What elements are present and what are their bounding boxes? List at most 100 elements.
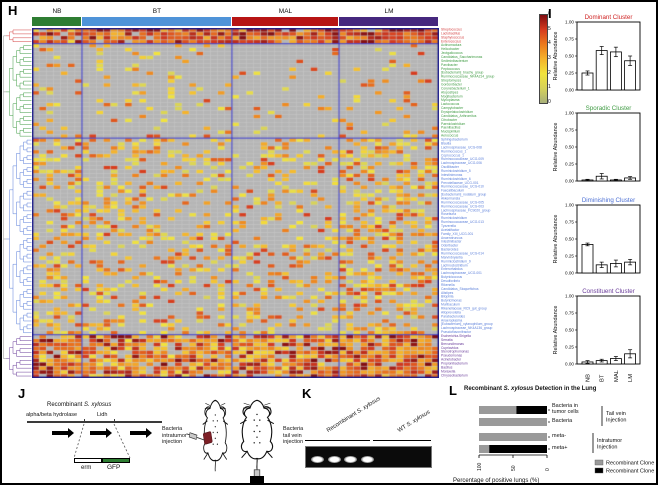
mouse-tailvein-illustration bbox=[236, 396, 278, 483]
x-tick-label: BT bbox=[600, 374, 606, 382]
colorbar-tick-label: 2 bbox=[548, 69, 551, 76]
chart-title: Sporadic Cluster bbox=[586, 105, 632, 112]
taxon-label: Muribaculum bbox=[441, 303, 460, 307]
taxon-label: Ruminococcaceae_UCG-003 bbox=[441, 204, 484, 209]
taxon-label: [Eubacterium]_nodatum_group bbox=[441, 193, 487, 197]
chart-title: Dominant Cluster bbox=[585, 14, 633, 21]
taxon-label: Intestinibacter bbox=[441, 240, 462, 244]
taxon-label: Lachnospiraceae_NK4A136_group bbox=[441, 326, 493, 331]
taxon-label: Lachnospiraceae_UCG-001 bbox=[441, 271, 482, 276]
genome-tick bbox=[84, 419, 85, 423]
y-tick-label: 0.50 bbox=[565, 145, 574, 150]
taxon-label: Bacteroides bbox=[441, 248, 459, 252]
taxon-label: Roseburia bbox=[441, 212, 457, 217]
bar-segment-clone-pos bbox=[489, 445, 547, 453]
taxon-label: Oscillibacter bbox=[441, 165, 459, 170]
y-tick-label: 1.00 bbox=[565, 203, 574, 208]
group-header-label: BT bbox=[152, 8, 162, 15]
legend-label: Recombinant Clone - bbox=[606, 461, 658, 467]
detection-chart-title: Recombinant S. xylosus Detection in the … bbox=[464, 386, 597, 392]
erm-cassette bbox=[74, 458, 102, 463]
taxon-label: Brevundimonas bbox=[441, 342, 464, 346]
taxon-label: Erysipelatoclostridium bbox=[441, 110, 474, 115]
group-color-bar bbox=[32, 17, 81, 26]
cluster-bar-chart: Constituent Cluster Relative Abundance 1.0… bbox=[553, 288, 641, 382]
taxon-label: Atopostipes bbox=[441, 90, 459, 95]
injection-group-label: Injection bbox=[606, 418, 627, 424]
x-tick-label: 50 bbox=[511, 465, 517, 471]
x-axis-label: Percentage of positive lungs (%) bbox=[453, 478, 539, 484]
legend-label: Recombinant Clone + bbox=[606, 469, 658, 475]
bar bbox=[610, 51, 622, 91]
y-tick-label: 0.50 bbox=[565, 237, 574, 242]
taxon-label: Odoribacter bbox=[441, 244, 459, 248]
colorbar-tick-label: 0 bbox=[548, 99, 551, 105]
y-axis-label: Relative Abundance bbox=[553, 32, 559, 81]
taxon-label: Ruminiclostridium_5 bbox=[441, 169, 471, 173]
taxon-label: Candidatus_Saccharimonas bbox=[441, 55, 483, 60]
taxon-label: Marvinbryantia bbox=[441, 255, 463, 260]
group-color-bar bbox=[339, 17, 438, 26]
taxon-label: Ruminococcaceae_UCG-009 bbox=[441, 157, 484, 162]
injection-label-line: Bacteria bbox=[162, 426, 183, 432]
taxon-label: [Eubacterium]_xylanophilum_group bbox=[441, 322, 493, 327]
injection-label-line: tail vein bbox=[283, 432, 302, 439]
panel-j-label: J bbox=[18, 386, 26, 401]
gel-group-overline bbox=[373, 440, 431, 441]
intratumor-injection-label: Bacteria intratumor injection bbox=[162, 426, 187, 446]
taxon-label: Streptococcus bbox=[441, 28, 462, 32]
y-tick-label: 0.75 bbox=[565, 37, 574, 42]
x-tick-label: LM bbox=[628, 374, 634, 382]
x-tick-label: 0 bbox=[545, 468, 551, 471]
taxon-label: Anaeroplasma bbox=[441, 318, 463, 323]
taxon-label: Alistipes bbox=[441, 291, 454, 295]
injection-group-label: Injection bbox=[597, 445, 618, 451]
taxon-label: Ruminiclostridium bbox=[441, 216, 468, 221]
taxon-label: Citrobacter bbox=[441, 118, 458, 122]
panel-h-label: H bbox=[8, 3, 18, 18]
taxon-label: Lachnospiraceae_FCS020_group bbox=[441, 208, 491, 213]
gene-label-lidh: Lidh bbox=[97, 412, 108, 418]
group-header-label: NB bbox=[52, 8, 62, 15]
bar-category-label: meta+ bbox=[552, 445, 567, 451]
taxon-label: Ruminococcaceae_UCG-010 bbox=[441, 185, 484, 189]
taxon-label: Paenibacillus bbox=[441, 126, 461, 130]
taxon-label: Candidatus_Stoquefichus bbox=[441, 287, 479, 291]
gel-image bbox=[305, 446, 432, 468]
injection-label-line: injection bbox=[283, 439, 304, 445]
taxon-label: Family_XIII_UCG-001 bbox=[441, 232, 474, 236]
taxon-label: Sphingobacterium bbox=[441, 138, 468, 142]
taxon-label: Streptomyces bbox=[441, 79, 462, 83]
taxon-label: Prevotellaceae_UCG-001 bbox=[441, 181, 479, 185]
y-tick-label: 0.25 bbox=[565, 345, 574, 350]
y-tick-label: 1.00 bbox=[565, 111, 574, 116]
taxon-label: Lactobacillus bbox=[441, 31, 461, 36]
cluster-bar-chart: Diminishing Cluster Relative Abundance 1.0… bbox=[553, 197, 641, 276]
taxa-row-labels: Streptococcus Lactobacillus Staphylococcus… bbox=[441, 28, 551, 378]
taxon-label: Staphylococcus bbox=[441, 35, 465, 40]
gel-band bbox=[344, 456, 357, 463]
legend-swatch bbox=[594, 459, 604, 466]
taxon-label: Ruminococcaceae_UCG-014 bbox=[441, 251, 484, 256]
bottom-frame-tab bbox=[250, 476, 264, 483]
y-tick-label: 1.00 bbox=[565, 20, 574, 25]
colorbar-tick-label: 4 bbox=[548, 40, 551, 47]
gfp-cassette bbox=[102, 458, 130, 463]
gene-arrow-icon bbox=[130, 428, 152, 438]
taxon-label: Ruminococcaceae_NK4A214_group bbox=[441, 75, 495, 79]
x-tick-label: MAL bbox=[614, 369, 620, 382]
tumor bbox=[203, 431, 213, 445]
taxon-label: Bacillus bbox=[441, 365, 453, 370]
y-tick-label: 0.00 bbox=[565, 179, 574, 184]
taxon-label: Propionibacterium bbox=[441, 362, 468, 366]
heatmap-colorbar bbox=[539, 14, 548, 104]
taxon-label: Gordonibacter bbox=[441, 83, 462, 87]
cluster-dendrogram bbox=[3, 29, 32, 377]
gene-arrow-icon bbox=[52, 428, 74, 438]
genome-line bbox=[27, 421, 162, 423]
bar bbox=[581, 244, 594, 274]
y-tick-label: 0.00 bbox=[565, 271, 574, 276]
taxon-label: Corynebacterium_1 bbox=[441, 86, 470, 91]
taxon-label: Coprococcus_1 bbox=[441, 153, 464, 158]
